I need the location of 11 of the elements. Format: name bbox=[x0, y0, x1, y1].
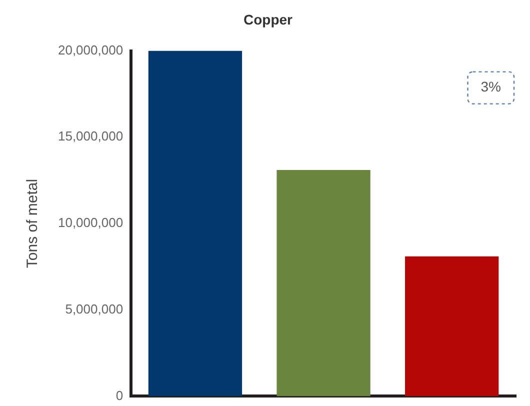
y-tick-label: 10,000,000 bbox=[58, 215, 124, 230]
bar bbox=[276, 170, 370, 396]
y-axis-title: Tons of metal bbox=[24, 178, 42, 268]
chart-title: Copper bbox=[244, 11, 294, 28]
y-tick-label: 15,000,000 bbox=[58, 128, 124, 144]
bar bbox=[405, 256, 499, 396]
y-tick-label: 0 bbox=[116, 388, 124, 403]
annotation: 3% bbox=[480, 78, 501, 95]
bar bbox=[148, 50, 242, 396]
y-tick-label: 20,000,000 bbox=[58, 42, 124, 58]
y-tick-label: 5,000,000 bbox=[65, 301, 124, 316]
